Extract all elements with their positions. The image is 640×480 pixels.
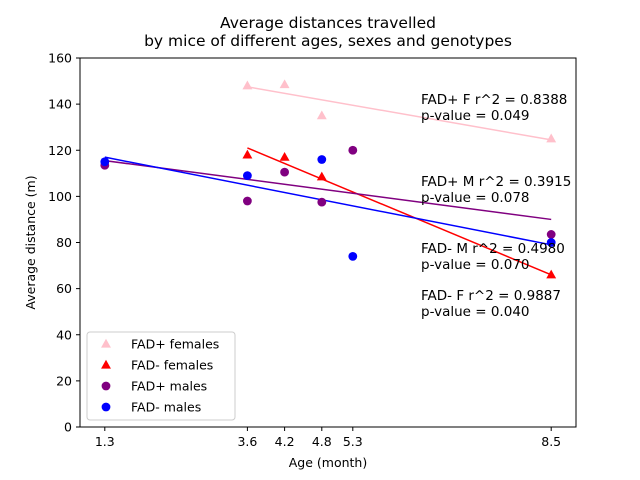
fit-line-fad-minus-females bbox=[247, 147, 552, 276]
point-fadplus-females bbox=[242, 80, 253, 90]
x-tick-label: 3.6 bbox=[237, 434, 257, 449]
x-tick-label: 4.2 bbox=[275, 434, 295, 449]
point-fadplus-females bbox=[279, 79, 290, 89]
fit-line-fad-minus-males bbox=[104, 156, 552, 246]
annotation-text: p-value = 0.070 bbox=[421, 257, 530, 273]
annotation-text: FAD- M r^2 = 0.4980 bbox=[421, 241, 565, 257]
point-fad-minus-females bbox=[242, 149, 253, 159]
x-tick-label: 8.5 bbox=[541, 434, 561, 449]
x-axis-ticks: 1.3 3.6 4.2 4.8 5.3 8.5 bbox=[95, 427, 561, 449]
point-fadplus-females bbox=[546, 133, 557, 143]
x-axis-label: Age (month) bbox=[289, 455, 367, 470]
legend-box bbox=[86, 331, 236, 421]
annotation-text: p-value = 0.049 bbox=[421, 108, 530, 124]
y-tick-label: 0 bbox=[64, 420, 72, 435]
data-points bbox=[100, 79, 557, 279]
legend-marker-fadplus-males bbox=[101, 381, 111, 391]
title-line: by mice of different ages, sexes and gen… bbox=[144, 32, 512, 50]
legend-label: FAD+ females bbox=[131, 337, 219, 352]
legend-marker-fadplus-females bbox=[101, 338, 111, 348]
point-fadplus-males bbox=[243, 196, 252, 206]
annotation-text: FAD- F r^2 = 0.9887 bbox=[421, 288, 561, 304]
annotation-text: p-value = 0.040 bbox=[421, 304, 530, 320]
annotation-text: FAD+ F r^2 = 0.8388 bbox=[421, 92, 567, 108]
fit-line-fadplus-males bbox=[104, 159, 552, 221]
x-tick-label: 1.3 bbox=[95, 434, 115, 449]
y-tick-label: 80 bbox=[56, 235, 72, 250]
point-fad-minus-males bbox=[317, 155, 327, 164]
point-fad-minus-males bbox=[100, 157, 110, 167]
point-fad-minus-males bbox=[243, 171, 252, 181]
legend-label: FAD- males bbox=[131, 400, 201, 415]
point-fad-minus-males bbox=[348, 251, 358, 261]
y-tick-label: 140 bbox=[48, 97, 72, 112]
legend-marker-fad-minus-females bbox=[101, 359, 111, 369]
point-fad-minus-females bbox=[279, 151, 290, 161]
x-tick-label: 5.3 bbox=[343, 434, 363, 449]
point-fad-minus-females bbox=[546, 269, 557, 279]
point-fadplus-males bbox=[348, 145, 358, 155]
y-tick-label: 160 bbox=[48, 51, 72, 66]
title-line: Average distances travelled bbox=[220, 14, 436, 32]
fit-line-fadplus-females bbox=[247, 86, 552, 141]
legend-label: FAD+ males bbox=[131, 379, 207, 394]
y-axis-ticks: 0 20 40 60 80 100 120 140 160 bbox=[48, 51, 80, 435]
legend: FAD+ females FAD- females FAD+ males FAD- m… bbox=[86, 331, 236, 421]
annotation-text: FAD+ M r^2 = 0.3915 bbox=[421, 174, 571, 190]
point-fad-minus-males bbox=[546, 238, 556, 247]
point-fadplus-females bbox=[316, 110, 327, 120]
y-tick-label: 60 bbox=[56, 281, 72, 296]
y-tick-label: 20 bbox=[56, 373, 72, 388]
point-fadplus-males bbox=[546, 230, 556, 239]
y-tick-label: 120 bbox=[48, 143, 72, 158]
point-fadplus-males bbox=[317, 197, 327, 207]
y-tick-label: 100 bbox=[48, 189, 72, 204]
legend-label: FAD- females bbox=[131, 358, 213, 373]
regression-lines bbox=[104, 86, 552, 276]
x-tick-label: 4.8 bbox=[312, 434, 332, 449]
y-axis-label: Average distance (m) bbox=[23, 175, 38, 309]
point-fadplus-males bbox=[280, 167, 289, 177]
y-tick-label: 40 bbox=[56, 327, 72, 342]
legend-marker-fad-minus-males bbox=[101, 402, 111, 412]
annotation-text: p-value = 0.078 bbox=[421, 190, 530, 206]
point-fad-minus-females bbox=[316, 171, 327, 181]
